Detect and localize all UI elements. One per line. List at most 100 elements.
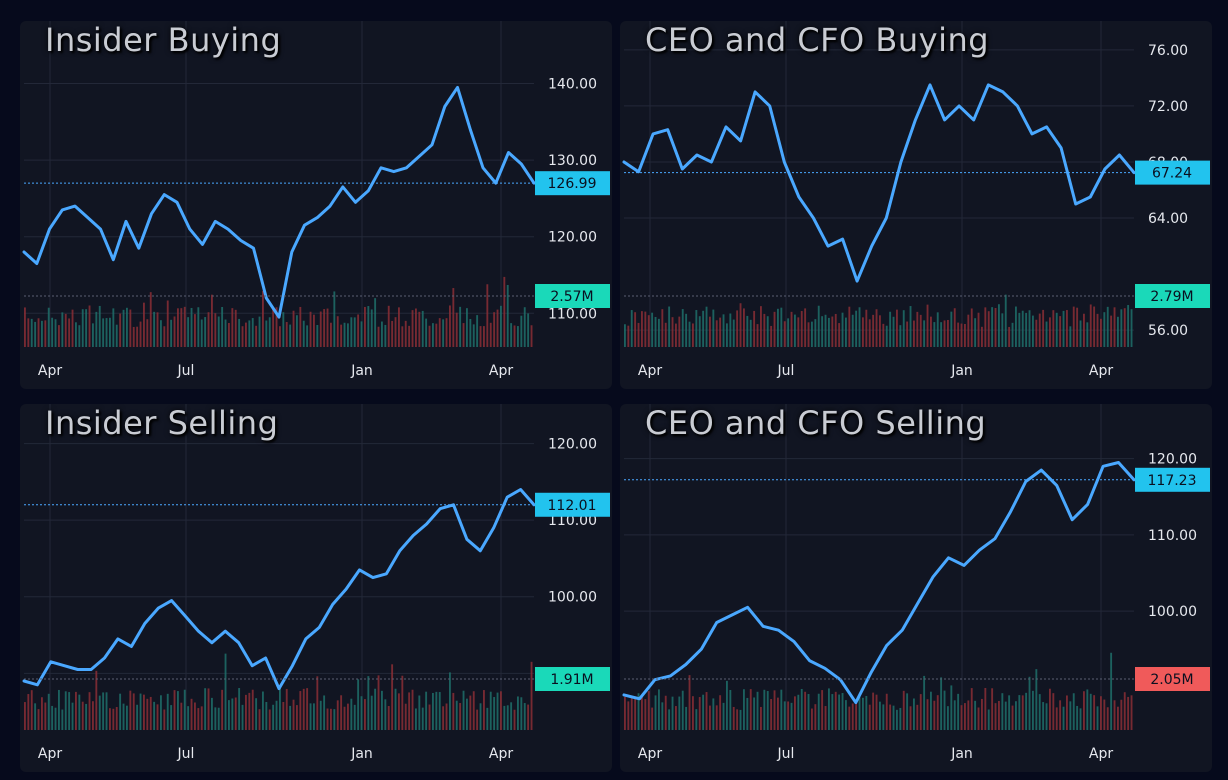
volume-bar <box>204 688 207 730</box>
volume-bar <box>302 320 305 347</box>
volume-bar <box>743 689 745 730</box>
volume-bar <box>115 707 118 730</box>
volume-bar <box>296 315 298 347</box>
volume-bar <box>132 326 135 347</box>
volume-bar <box>787 318 790 347</box>
volume-bar <box>268 709 271 730</box>
volume-bar <box>794 696 796 730</box>
volume-bar <box>902 310 905 347</box>
volume-bar <box>207 312 210 347</box>
volume-bar <box>719 317 722 347</box>
volume-bar <box>879 701 881 730</box>
volume-bar <box>333 709 336 730</box>
volume-bar <box>1083 691 1085 730</box>
volume-bar <box>513 325 516 347</box>
volume-bar <box>807 322 810 347</box>
volume-bar <box>671 317 674 347</box>
volume-bar <box>486 707 489 730</box>
volume-bar <box>194 702 196 730</box>
volume-bar <box>483 326 485 347</box>
volume-bar <box>64 313 67 347</box>
volume-bar <box>715 705 718 730</box>
volume-bar <box>78 325 81 347</box>
volume-bar <box>47 307 50 347</box>
volume-bar <box>170 705 173 730</box>
volume-bar <box>384 324 387 347</box>
volume-bar <box>664 322 667 347</box>
volume-bar <box>455 700 458 730</box>
volume-bar <box>661 309 664 347</box>
volume-bar <box>851 703 854 730</box>
volume-bar <box>1045 321 1048 347</box>
volume-bar <box>357 314 360 347</box>
volume-bar <box>970 308 973 347</box>
volume-bar <box>661 702 664 730</box>
volume-bar <box>398 307 400 347</box>
volume-bar <box>173 316 176 347</box>
volume-bar <box>943 320 946 347</box>
volume-bar <box>1032 690 1034 730</box>
volume-bar <box>678 696 681 730</box>
volume-bar <box>1110 652 1113 730</box>
volume-bar <box>493 697 496 730</box>
volume-bar <box>885 693 888 730</box>
volume-bar <box>630 697 633 730</box>
volume-bar <box>428 325 431 347</box>
volume-bar <box>401 675 404 730</box>
volume-bar <box>520 697 523 730</box>
volume-bar <box>688 321 691 347</box>
volume-bar <box>998 304 1000 347</box>
volume-bar <box>177 308 179 347</box>
volume-bar <box>1052 310 1055 347</box>
volume-bar <box>848 306 851 347</box>
volume-bar <box>1049 688 1051 730</box>
x-tick-label: Jul <box>777 363 795 379</box>
volume-bar <box>1113 700 1116 730</box>
volume-bar <box>425 691 428 730</box>
volume-bar <box>217 316 220 347</box>
volume-bar <box>991 688 994 730</box>
volume-bar <box>381 690 383 730</box>
volume-bar <box>241 704 244 730</box>
volume-bar <box>255 325 258 347</box>
volume-bar <box>658 689 660 730</box>
x-tick-label: Jul <box>777 746 795 762</box>
volume-bar <box>1008 326 1011 347</box>
volume-bar <box>1028 676 1031 730</box>
volume-bar <box>506 284 509 347</box>
x-tick-label: Apr <box>489 363 513 379</box>
volume-bar <box>627 325 630 347</box>
volume-bar <box>112 708 115 730</box>
volume-bar <box>394 688 397 730</box>
volume-bar <box>916 311 919 347</box>
volume-bar <box>1045 703 1048 730</box>
chart-svg: 120.00110.00100.0090.00AprJulJanApr112.0… <box>22 404 610 762</box>
volume-bar <box>872 692 875 730</box>
last-price-badge <box>535 492 610 517</box>
volume-bar <box>936 695 939 730</box>
volume-bar <box>248 320 251 347</box>
y-tick-label: 120.00 <box>548 437 597 453</box>
last-volume-text: 2.79M <box>1150 289 1193 305</box>
volume-bar <box>180 702 183 730</box>
volume-bar <box>858 697 861 730</box>
volume-bar <box>112 308 115 347</box>
volume-bar <box>224 653 227 730</box>
volume-bar <box>265 701 268 730</box>
volume-bar <box>671 696 674 730</box>
volume-bar <box>166 300 169 347</box>
volume-bar <box>353 317 356 347</box>
volume-bar <box>804 691 807 730</box>
x-tick-label: Apr <box>638 363 662 379</box>
volume-bar <box>1069 701 1072 730</box>
volume-bar <box>865 696 868 730</box>
price-line <box>22 488 536 691</box>
volume-bar <box>214 707 217 730</box>
volume-bar <box>647 315 650 347</box>
volume-bar <box>160 695 162 730</box>
volume-bar <box>685 706 688 730</box>
volume-bar <box>1086 689 1089 730</box>
volume-bar <box>1001 693 1004 730</box>
volume-bar <box>302 688 305 730</box>
volume-bar <box>282 701 285 730</box>
